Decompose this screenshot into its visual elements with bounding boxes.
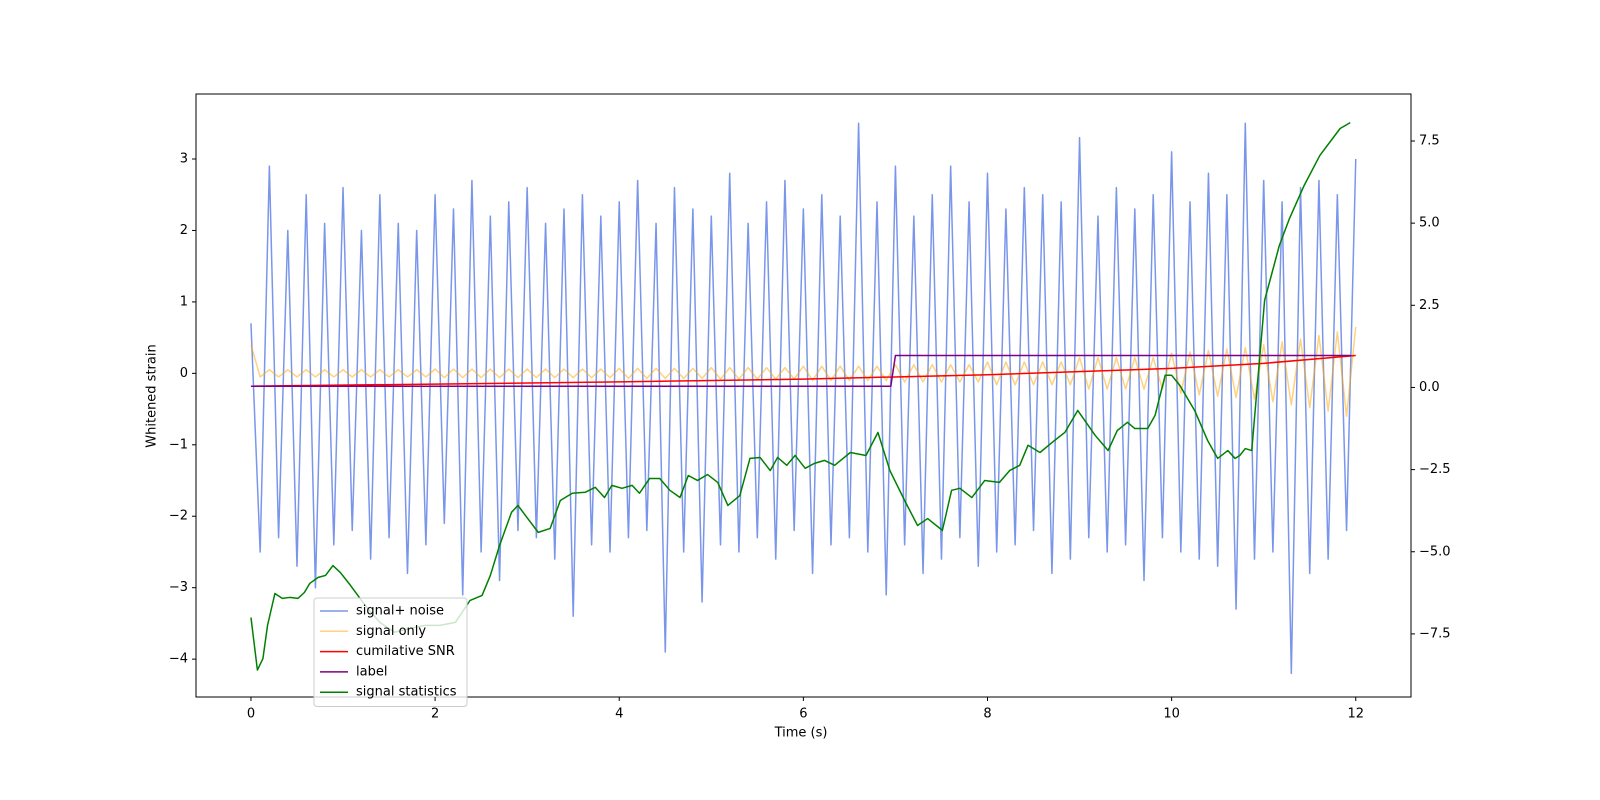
x-tick-label: 0	[247, 707, 255, 722]
series-line	[250, 354, 1352, 387]
legend-label: label	[356, 664, 387, 679]
y-tick-label: 0	[180, 366, 188, 381]
legend-label: signal+ noise	[356, 604, 444, 619]
legend: signal+ noise signal only cumilative SNR la…	[313, 597, 468, 707]
x-tick-label: 10	[1163, 707, 1180, 722]
y2-tick-label: 7.5	[1419, 133, 1440, 148]
y-tick-label: −4	[169, 652, 188, 667]
x-tick-label: 8	[983, 707, 991, 722]
x-tick-label: 2	[431, 707, 439, 722]
y2-tick-label: 2.5	[1419, 298, 1440, 313]
legend-box	[313, 597, 468, 707]
y-tick-label: −3	[169, 580, 188, 595]
series-line	[250, 354, 1356, 387]
x-tick-label: 4	[615, 707, 623, 722]
legend-label: signal only	[356, 624, 426, 639]
x-tick-label: 12	[1347, 707, 1364, 722]
x-axis-label: Time (s)	[774, 726, 828, 741]
y2-tick-label: −2.5	[1419, 462, 1451, 477]
y-tick-label: 2	[180, 223, 188, 238]
y2-tick-label: 5.0	[1419, 216, 1440, 231]
plot-area	[250, 121, 1357, 675]
legend-label: cumilative SNR	[356, 644, 455, 659]
y-tick-label: 1	[180, 294, 188, 309]
y-axis-label: Whitened strain	[145, 344, 160, 447]
y-tick-label: 3	[180, 152, 188, 167]
y2-tick-label: 0.0	[1419, 380, 1440, 395]
series-line	[250, 122, 1357, 675]
x-tick-label: 6	[799, 707, 807, 722]
y2-tick-label: −7.5	[1419, 626, 1451, 641]
y-tick-label: −2	[169, 509, 188, 524]
legend-label: signal statistics	[356, 685, 457, 700]
y-tick-label: −1	[169, 437, 188, 452]
series-line	[250, 326, 1357, 417]
y2-tick-label: −5.0	[1419, 544, 1451, 559]
